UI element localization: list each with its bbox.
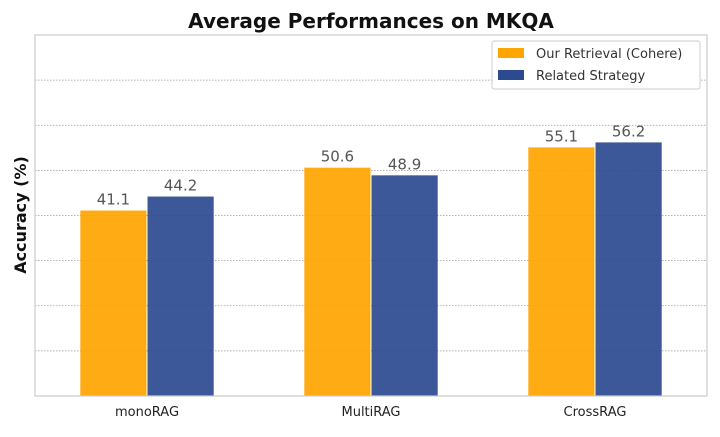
data-label-crossrag-series-0: 55.1 [545, 127, 578, 145]
data-label-monorag-series-1: 44.2 [164, 177, 197, 195]
plot-frame [34, 34, 708, 397]
bar-monorag-series-1 [147, 196, 214, 396]
legend-swatch-our-retrieval [498, 48, 524, 58]
x-tick-label: CrossRAG [564, 405, 627, 420]
grid-layer [35, 79, 707, 352]
legend-box [491, 40, 701, 90]
x-tick-label: monoRAG [115, 405, 179, 420]
bar-layer [80, 142, 662, 396]
bar-crossrag-series-1 [595, 142, 662, 396]
x-tick-layer: monoRAG MultiRAG CrossRAG [115, 405, 626, 420]
legend: Our Retrieval (Cohere) Related Strategy [491, 40, 701, 90]
bar-crossrag-series-0 [528, 147, 595, 396]
data-label-multirag-series-1: 48.9 [388, 155, 421, 173]
bar-multirag-series-0 [304, 167, 371, 396]
bar-monorag-series-0 [80, 210, 147, 396]
label-layer: 41.1 44.2 50.6 48.9 55.1 56.2 [97, 122, 646, 208]
chart-title: Average Performances on MKQA [188, 9, 554, 33]
legend-label-related-strategy: Related Strategy [536, 69, 646, 84]
data-label-monorag-series-0: 41.1 [97, 191, 130, 209]
legend-label-our-retrieval: Our Retrieval (Cohere) [536, 47, 682, 62]
data-label-multirag-series-0: 50.6 [321, 148, 354, 166]
bar-multirag-series-1 [371, 175, 438, 396]
x-tick-label: MultiRAG [341, 405, 400, 420]
y-axis-label: Accuracy (%) [11, 156, 30, 274]
data-label-crossrag-series-1: 56.2 [612, 122, 645, 140]
legend-swatch-related-strategy [498, 70, 524, 80]
